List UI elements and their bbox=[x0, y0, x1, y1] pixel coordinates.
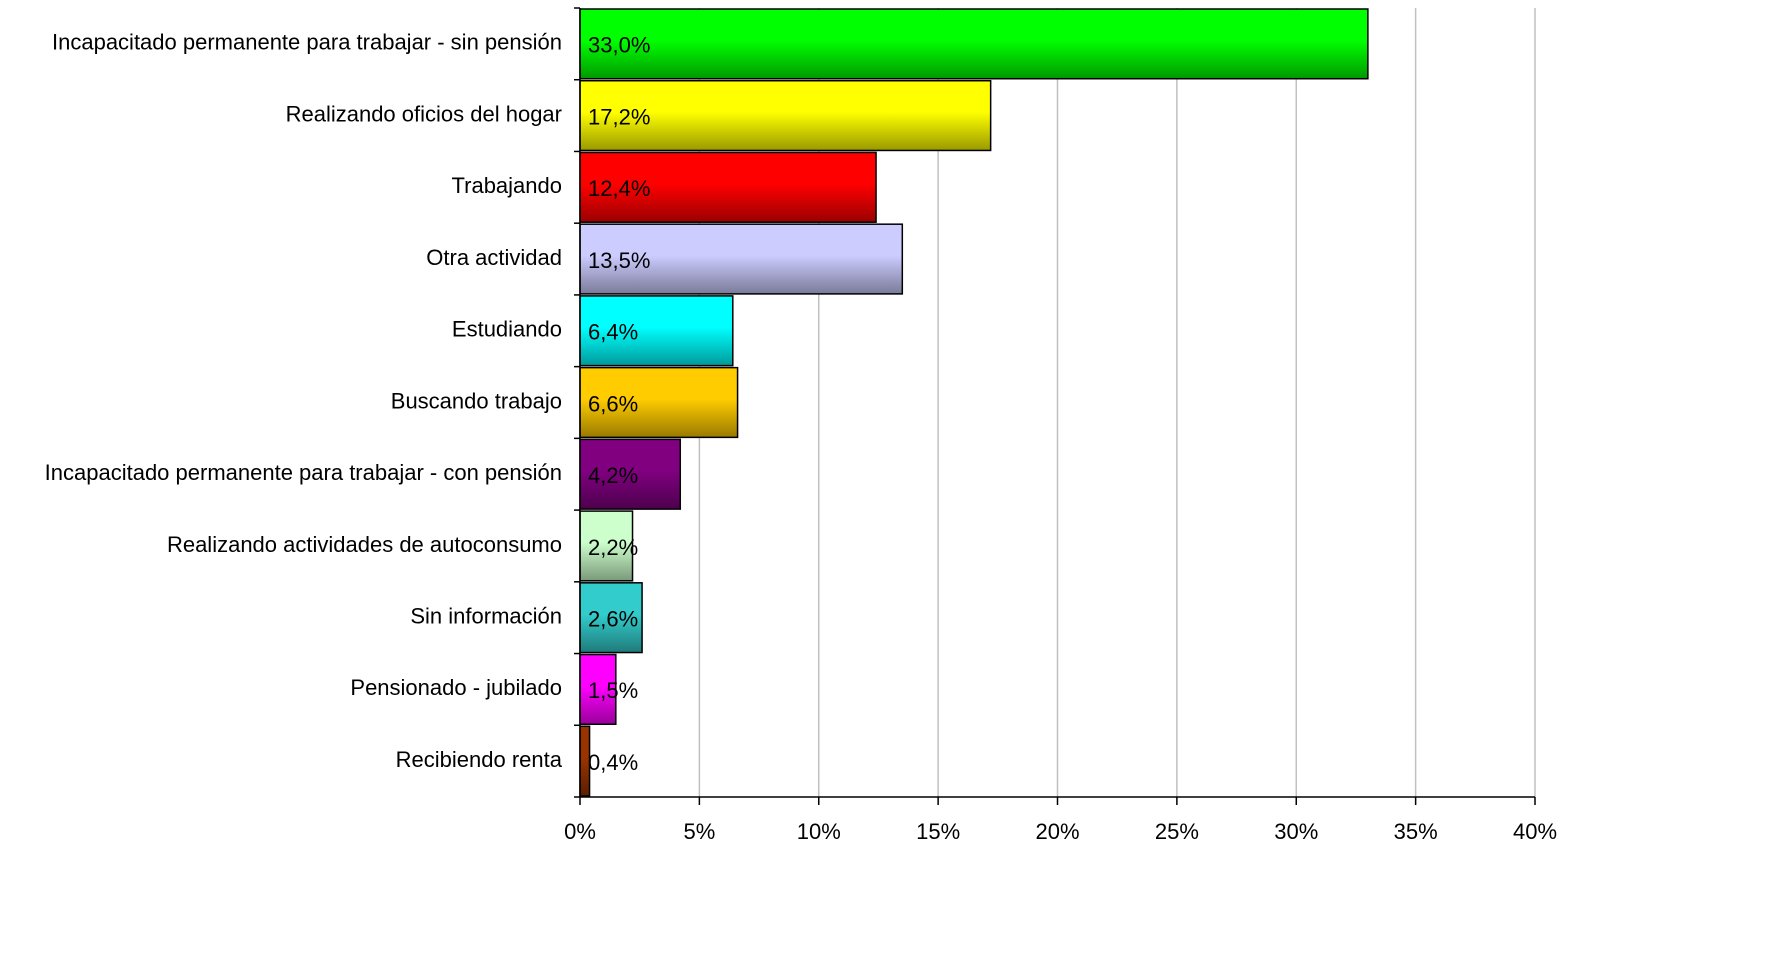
bar bbox=[579, 223, 904, 295]
bar bbox=[579, 8, 1369, 80]
value-label: 1,5% bbox=[588, 678, 638, 703]
bar bbox=[579, 582, 643, 654]
bar bbox=[579, 366, 739, 439]
x-tick-label: 35% bbox=[1394, 819, 1438, 844]
x-tick-label: 25% bbox=[1155, 819, 1199, 844]
x-tick-label: 5% bbox=[683, 819, 715, 844]
bar bbox=[579, 295, 734, 367]
y-tick-label: Recibiendo renta bbox=[396, 747, 563, 772]
value-label: 13,5% bbox=[588, 248, 650, 273]
bar bbox=[579, 438, 682, 510]
bar bbox=[579, 510, 634, 582]
x-tick-label: 20% bbox=[1035, 819, 1079, 844]
y-tick-label: Incapacitado permanente para trabajar - … bbox=[45, 460, 562, 485]
value-label: 2,2% bbox=[588, 535, 638, 560]
value-label: 0,4% bbox=[588, 750, 638, 775]
value-label: 2,6% bbox=[588, 606, 638, 631]
bar bbox=[579, 653, 617, 726]
value-label: 4,2% bbox=[588, 463, 638, 488]
y-tick-label: Otra actividad bbox=[426, 245, 562, 270]
y-tick-label: Estudiando bbox=[452, 317, 562, 342]
x-tick-label: 15% bbox=[916, 819, 960, 844]
y-tick-label: Incapacitado permanente para trabajar - … bbox=[52, 30, 562, 55]
value-label: 12,4% bbox=[588, 176, 650, 201]
value-label: 33,0% bbox=[588, 33, 650, 58]
y-tick-label: Realizando oficios del hogar bbox=[286, 101, 562, 126]
bar bbox=[579, 79, 992, 152]
y-tick-label: Realizando actividades de autoconsumo bbox=[167, 532, 562, 557]
value-label: 6,6% bbox=[588, 391, 638, 416]
bar bbox=[579, 151, 877, 223]
y-tick-label: Trabajando bbox=[452, 173, 562, 198]
y-tick-label: Buscando trabajo bbox=[391, 388, 562, 413]
value-label: 17,2% bbox=[588, 104, 650, 129]
value-label: 6,4% bbox=[588, 320, 638, 345]
x-tick-label: 30% bbox=[1274, 819, 1318, 844]
x-tick-label: 10% bbox=[797, 819, 841, 844]
x-tick-label: 40% bbox=[1513, 819, 1557, 844]
y-tick-label: Sin información bbox=[410, 603, 562, 628]
x-tick-label: 0% bbox=[564, 819, 596, 844]
y-tick-label: Pensionado - jubilado bbox=[350, 675, 562, 700]
